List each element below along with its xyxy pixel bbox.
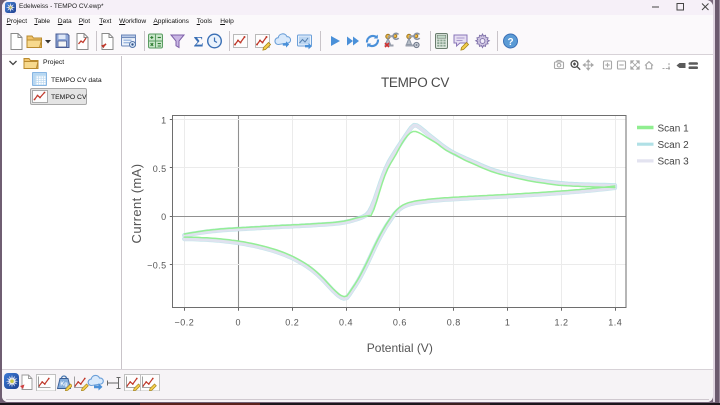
svg-text:0.6: 0.6: [393, 318, 407, 328]
svg-text:0.5: 0.5: [153, 164, 167, 174]
svg-text:Scan 3: Scan 3: [658, 157, 690, 168]
svg-text:1.2: 1.2: [554, 318, 568, 328]
svg-text:Scan 1: Scan 1: [658, 123, 690, 134]
svg-text:0: 0: [236, 318, 242, 328]
svg-text:−0.5: −0.5: [147, 261, 166, 271]
svg-text:−0.2: −0.2: [175, 318, 195, 328]
svg-text:0.2: 0.2: [285, 318, 299, 328]
svg-text:TEMPO CV: TEMPO CV: [381, 75, 449, 90]
svg-text:Current (mA): Current (mA): [129, 164, 144, 244]
svg-text:0: 0: [161, 212, 166, 222]
svg-text:Potential (V): Potential (V): [367, 341, 433, 355]
svg-text:1: 1: [505, 318, 511, 328]
svg-text:1.4: 1.4: [608, 318, 622, 328]
svg-text:0.4: 0.4: [339, 318, 353, 328]
svg-text:0.8: 0.8: [447, 318, 461, 328]
svg-text:Kg: Kg: [60, 381, 67, 387]
svg-text:1: 1: [161, 116, 166, 126]
svg-text:Σ: Σ: [194, 35, 204, 51]
svg-text:?: ?: [507, 37, 513, 48]
svg-text:Scan 2: Scan 2: [658, 140, 690, 151]
